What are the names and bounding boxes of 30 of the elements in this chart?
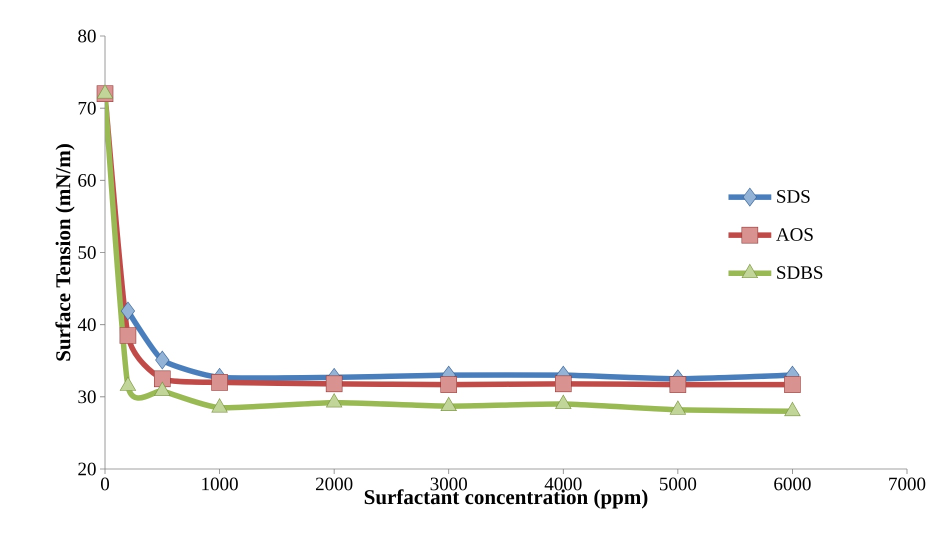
point <box>154 370 171 388</box>
x-tick-label: 4000 <box>544 478 582 490</box>
legend-label: SDS <box>777 190 810 203</box>
y-tick-label: 50 <box>78 246 96 259</box>
x-tick-label: 0 <box>100 478 110 490</box>
point <box>211 374 228 391</box>
point <box>440 376 458 393</box>
y-axis-title: Surface Tension (mN/m) <box>55 144 75 361</box>
y-tick-label: 30 <box>78 390 96 404</box>
x-tick-label: 6000 <box>774 478 811 490</box>
x-tick-label: 5000 <box>660 478 696 490</box>
x-tick-label: 2000 <box>316 478 352 490</box>
y-tick-label: 70 <box>78 102 96 115</box>
point <box>120 327 136 344</box>
y-tick-label: 40 <box>78 318 96 332</box>
point <box>554 376 572 392</box>
point <box>120 302 135 320</box>
y-tick-label: 80 <box>78 30 96 42</box>
y-tick-label: 20 <box>78 462 96 476</box>
legend-label: AOS <box>776 228 813 241</box>
x-tick-label: 7000 <box>889 478 926 490</box>
x-tick-label: 1000 <box>202 478 238 490</box>
point <box>326 376 342 392</box>
legend-label: SDBS <box>777 266 822 279</box>
x-axis-title: Surfactant concentration (ppm) <box>364 489 648 508</box>
point <box>670 376 686 393</box>
point <box>155 350 170 370</box>
point <box>784 376 801 393</box>
y-tick-label: 60 <box>78 174 96 187</box>
x-tick-label: 3000 <box>430 478 467 490</box>
